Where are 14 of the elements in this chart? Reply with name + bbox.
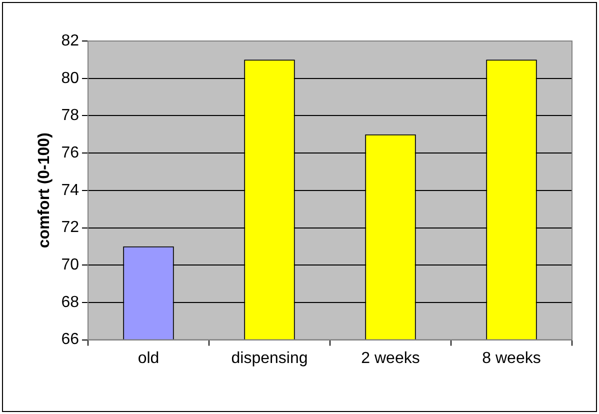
y-tick-label: 76 [61,144,80,162]
y-tick-label: 72 [61,219,80,236]
x-tick-label: dispensing [231,350,308,367]
y-tick-label: 74 [61,182,80,199]
x-tick-label: old [138,350,160,367]
y-tick-label: 68 [61,294,80,311]
x-tick-label: 8 weeks [482,350,541,367]
y-tick-label: 80 [61,70,80,87]
y-tick-label: 82 [61,32,80,50]
y-tick-label: 66 [61,331,80,348]
x-tick-label: 2 weeks [361,350,420,367]
y-axis-title: comfort (0-100) [36,132,54,248]
y-tick-label: 78 [61,107,80,124]
y-tick-label: 70 [61,256,80,274]
